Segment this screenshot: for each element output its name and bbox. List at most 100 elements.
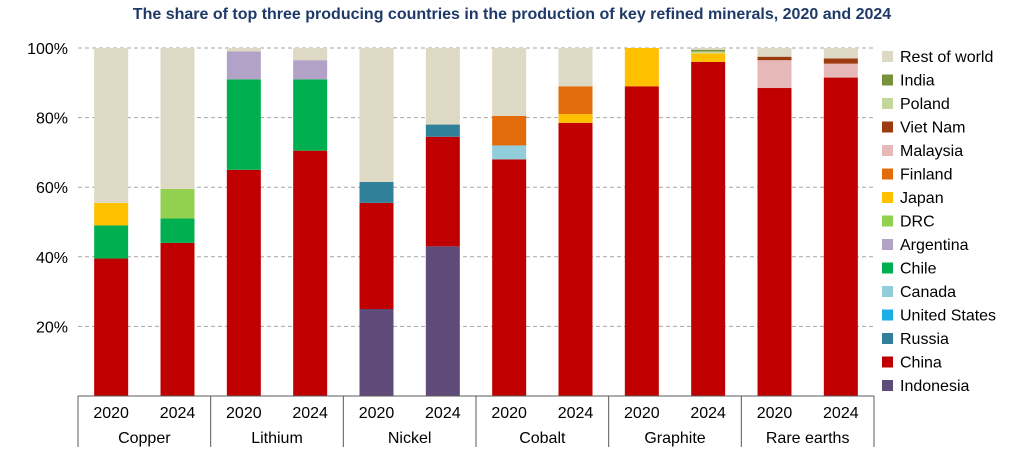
bar-segment-rest-of-world <box>425 48 460 125</box>
legend-swatch <box>882 380 893 391</box>
legend-label: Viet Nam <box>900 120 966 137</box>
legend-swatch <box>882 168 893 180</box>
x-group-label: Nickel <box>388 430 432 447</box>
bar-segment-argentina <box>293 60 328 80</box>
bar-segment-china <box>558 122 593 396</box>
legend-label: Poland <box>900 96 950 113</box>
legend-swatch <box>882 74 893 86</box>
x-tick-year: 2020 <box>624 405 660 422</box>
legend-label: Japan <box>900 190 944 207</box>
y-tick-label: 40% <box>36 250 68 267</box>
bar-segment-rest-of-world <box>94 48 129 203</box>
bar-segment-indonesia <box>425 246 460 396</box>
y-tick-label: 80% <box>36 111 68 128</box>
x-tick-year: 2020 <box>757 405 793 422</box>
bar-segment-rest-of-world <box>823 48 858 59</box>
legend-swatch <box>882 262 893 274</box>
x-tick-year: 2024 <box>558 405 594 422</box>
bar-segment-china <box>160 242 195 396</box>
bar-segment-poland <box>691 51 726 54</box>
legend-swatch <box>882 309 893 321</box>
bar-segment-rest-of-world <box>691 48 726 50</box>
bar-segment-china <box>492 159 527 396</box>
bar-segment-indonesia <box>359 309 394 396</box>
bar-segment-china <box>359 202 394 309</box>
legend-swatch <box>882 356 893 368</box>
legend-label: Argentina <box>900 237 969 254</box>
bar-segment-china <box>226 169 261 396</box>
bar-segment-drc <box>160 188 195 219</box>
bar-segment-viet-nam <box>757 56 792 61</box>
x-tick-year: 2020 <box>359 405 395 422</box>
legend-swatch <box>882 192 893 203</box>
bar-segment-china <box>757 88 792 397</box>
bar-segment-rest-of-world <box>558 48 593 87</box>
bar-segment-finland <box>492 115 527 146</box>
chart-title: The share of top three producing countri… <box>132 6 892 23</box>
legend-label: Canada <box>900 284 956 301</box>
legend-label: Malaysia <box>900 143 963 160</box>
x-tick-year: 2024 <box>690 405 726 422</box>
bar-segment-rest-of-world <box>757 48 792 57</box>
bar-segment-china <box>94 258 129 396</box>
legend-swatch <box>882 333 893 344</box>
bar-segment-chile <box>160 218 195 243</box>
bar-segment-malaysia <box>757 60 792 89</box>
bar-segment-canada <box>492 145 527 160</box>
x-group-label: Rare earths <box>766 430 850 447</box>
legend-swatch <box>882 239 893 250</box>
bar-segment-rest-of-world <box>226 48 261 52</box>
bar-segment-chile <box>293 79 328 151</box>
legend-swatch <box>882 286 893 297</box>
bar-segment-chile <box>226 79 261 170</box>
bar-segment-rest-of-world <box>492 48 527 116</box>
bar-segment-rest-of-world <box>293 48 328 61</box>
bar-segment-china <box>624 86 659 396</box>
legend-label: Russia <box>900 331 949 348</box>
y-tick-label: 20% <box>36 319 68 336</box>
legend-swatch <box>882 98 893 109</box>
x-group-label: Cobalt <box>519 430 566 447</box>
legend-swatch <box>882 121 893 133</box>
y-tick-label: 100% <box>27 41 68 58</box>
x-tick-year: 2024 <box>292 405 328 422</box>
x-tick-year: 2024 <box>425 405 461 422</box>
x-tick-year: 2020 <box>491 405 527 422</box>
bar-segment-argentina <box>226 51 261 80</box>
bar-segment-japan <box>558 114 593 123</box>
legend-label: China <box>900 355 942 372</box>
legend-label: Indonesia <box>900 378 969 395</box>
legend-label: United States <box>900 308 996 325</box>
bar-segment-malaysia <box>823 63 858 78</box>
bar-segment-viet-nam <box>823 58 858 64</box>
bar-segment-japan <box>94 202 129 226</box>
legend-swatch <box>882 51 893 62</box>
bar-segment-india <box>691 49 726 52</box>
x-group-label: Copper <box>118 430 171 447</box>
bar-segment-russia <box>425 124 460 137</box>
bar-segment-rest-of-world <box>160 48 195 189</box>
bar-segment-russia <box>359 181 394 203</box>
bar-segment-japan <box>691 53 726 62</box>
bar-segment-japan <box>624 48 659 87</box>
bar-segment-chile <box>94 225 129 259</box>
legend-swatch <box>882 145 893 156</box>
legend-label: India <box>900 73 935 90</box>
bar-segment-finland <box>558 86 593 115</box>
legend-label: Rest of world <box>900 49 993 66</box>
x-tick-year: 2024 <box>823 405 859 422</box>
legend-label: Finland <box>900 167 952 184</box>
x-tick-year: 2020 <box>226 405 262 422</box>
bar-segment-china <box>823 77 858 396</box>
x-tick-year: 2024 <box>160 405 196 422</box>
y-tick-label: 60% <box>36 180 68 197</box>
x-tick-year: 2020 <box>93 405 129 422</box>
x-group-label: Lithium <box>251 430 303 447</box>
legend-swatch <box>882 215 893 227</box>
bar-segment-china <box>293 150 328 396</box>
bar-segment-china <box>691 61 726 397</box>
legend-label: DRC <box>900 214 935 231</box>
legend-label: Chile <box>900 261 937 278</box>
bar-segment-china <box>425 136 460 247</box>
